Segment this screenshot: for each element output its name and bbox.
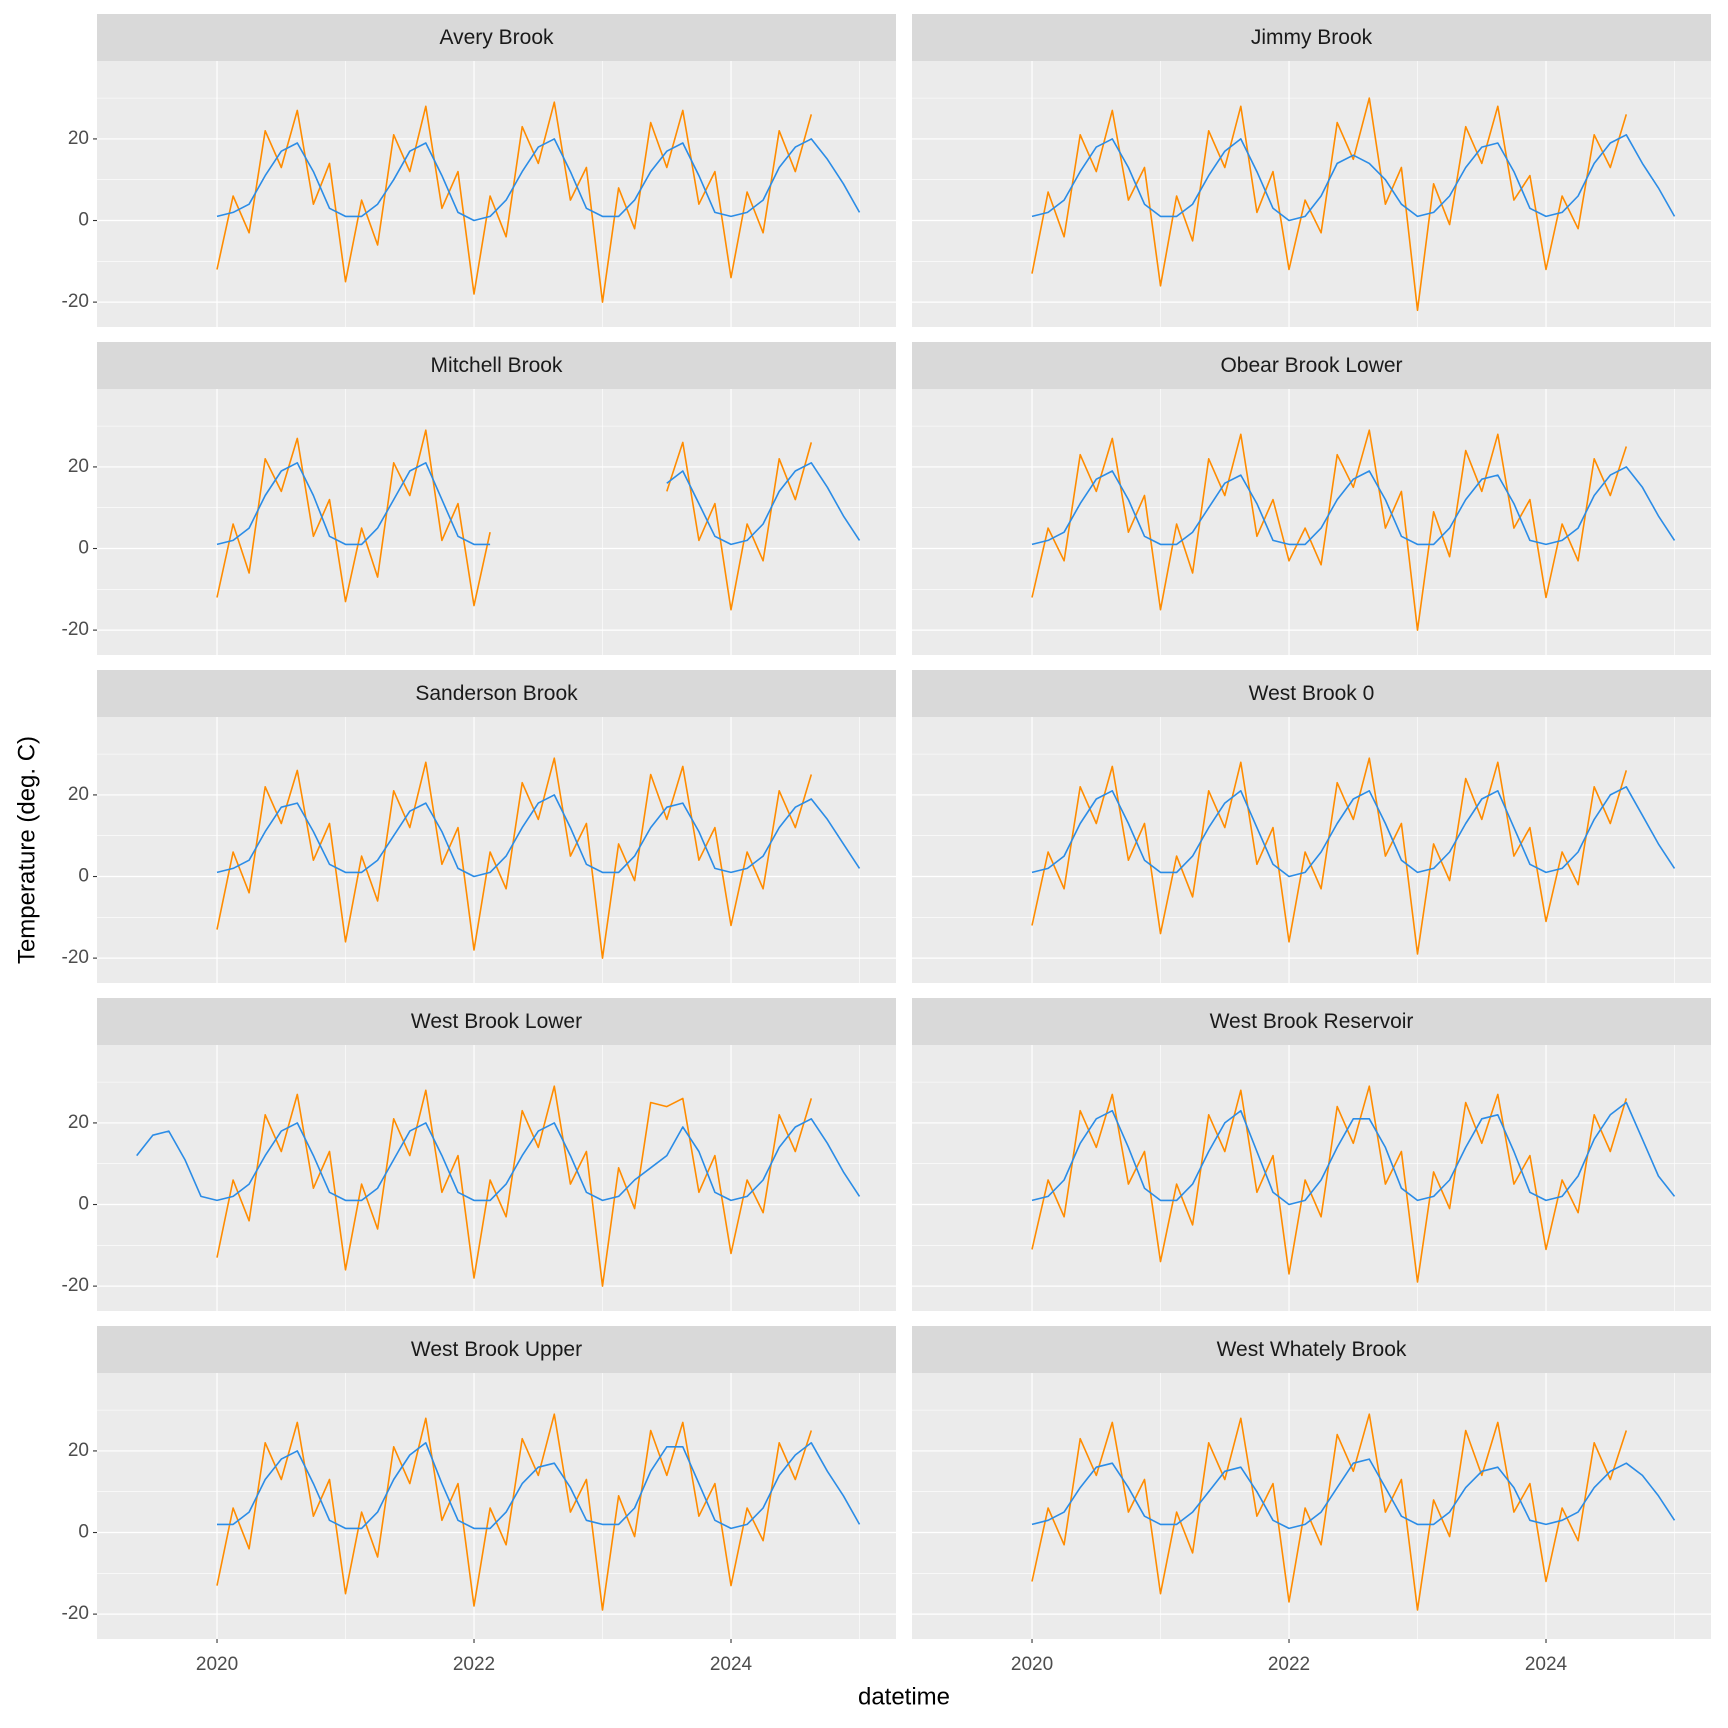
y-tick-label: 20 [68,128,89,149]
x-tick-label: 2022 [453,1654,495,1675]
series-line [216,462,861,546]
series-line [1031,97,1628,312]
strip [912,1326,1711,1373]
strip [97,342,896,389]
panel-background [912,61,1711,327]
strip-label: Mitchell Brook [431,354,563,377]
panel-background [97,717,896,983]
panel-background [97,61,896,327]
panel-background [912,717,1711,983]
y-tick-label: -20 [62,1275,89,1296]
series-line [216,138,861,222]
strip-label: West Brook 0 [1249,682,1375,705]
y-tick-label: -20 [62,291,89,312]
y-tick-label: 0 [78,1194,89,1215]
x-tick-label: 2024 [1525,1654,1568,1675]
y-tick-label: -20 [62,1603,89,1624]
series-line [216,1413,813,1611]
y-tick-label: 0 [78,210,89,231]
panel-background [97,1373,896,1639]
series-line [1031,1458,1676,1530]
series-line [1031,1085,1628,1283]
series-line [1031,429,1628,631]
panel-background [912,1373,1711,1639]
series-line [1031,1413,1628,1611]
y-tick-label: 0 [78,1522,89,1543]
strip-label: West Brook Reservoir [1210,1010,1414,1033]
y-axis-title: Temperature (deg. C) [13,736,40,964]
y-tick-label: 20 [68,1112,89,1133]
y-tick-label: 20 [68,1440,89,1461]
strip [912,670,1711,717]
series-line [216,101,813,303]
series-line [216,1085,813,1287]
y-tick-label: 0 [78,866,89,887]
series-line [217,1442,861,1530]
x-tick-label: 2024 [710,1654,753,1675]
strip [97,1326,896,1373]
y-tick-label: 0 [78,538,89,559]
series-line [1031,786,1676,878]
series-line [1031,1101,1676,1206]
y-tick-label: 20 [68,456,89,477]
y-tick-label: -20 [62,619,89,640]
strip-label: Sanderson Brook [415,682,578,705]
series-line [216,757,813,959]
strip-label: West Brook Upper [411,1338,582,1361]
strip [97,670,896,717]
panel-background [912,1045,1711,1311]
strip-label: West Brook Lower [411,1010,582,1033]
x-tick-label: 2020 [196,1654,238,1675]
strip-label: Obear Brook Lower [1220,354,1402,377]
series-line [1031,134,1676,222]
y-tick-label: 20 [68,784,89,805]
strip-label: West Whately Brook [1217,1338,1407,1361]
panel-background [912,389,1711,655]
strip [912,342,1711,389]
x-tick-label: 2022 [1268,1654,1310,1675]
strip-label: Jimmy Brook [1251,26,1373,49]
strip-label: Avery Brook [440,26,554,49]
strip [912,998,1711,1045]
x-tick-label: 2020 [1011,1654,1053,1675]
series-line [216,429,813,611]
series-line [1031,757,1628,955]
strip [97,14,896,61]
series-line [136,1118,861,1202]
panel-background [97,1045,896,1311]
series-line [216,794,861,878]
x-axis-title: datetime [858,1683,950,1710]
strip [97,998,896,1045]
y-tick-label: -20 [62,947,89,968]
strip [912,14,1711,61]
series-line [1031,466,1676,546]
panel-background [97,389,896,655]
